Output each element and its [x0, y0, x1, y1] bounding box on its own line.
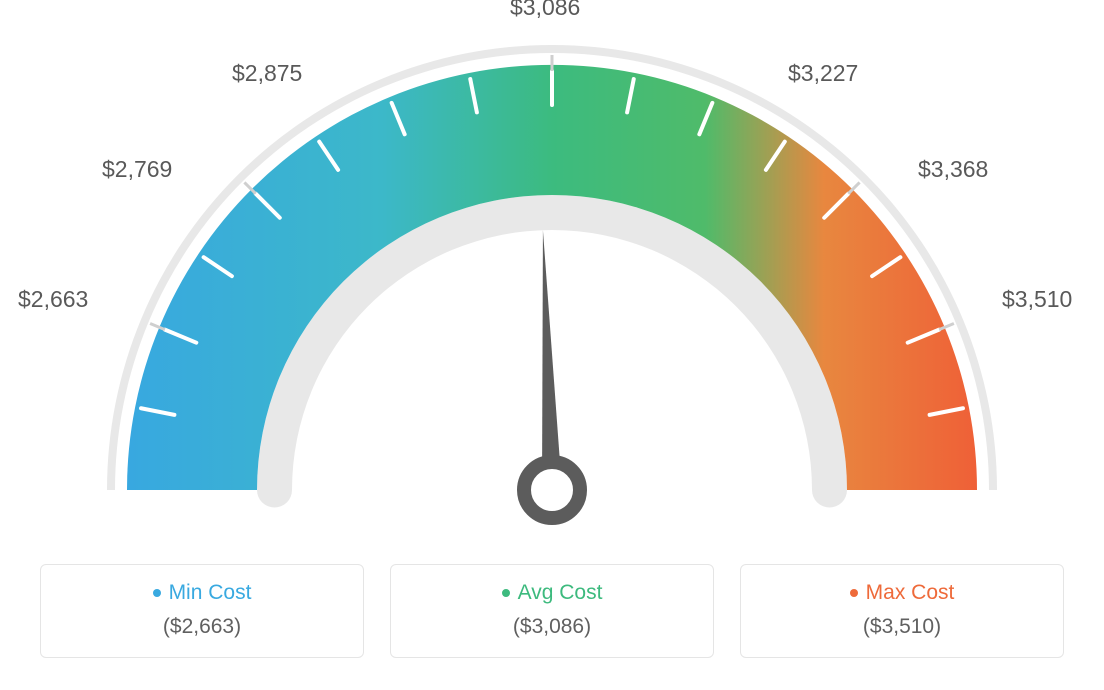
min-cost-label: Min Cost [169, 581, 252, 605]
gauge-svg [0, 0, 1104, 560]
gauge-tick-label: $3,510 [1002, 286, 1072, 313]
max-cost-value: ($3,510) [761, 615, 1043, 639]
gauge-tick-label: $2,769 [102, 156, 172, 183]
max-cost-card: Max Cost ($3,510) [740, 564, 1064, 658]
gauge-tick-label: $3,086 [510, 0, 580, 21]
min-dot [153, 589, 161, 597]
avg-dot [502, 589, 510, 597]
avg-cost-label: Avg Cost [518, 581, 603, 605]
gauge-tick-label: $2,875 [232, 60, 302, 87]
summary-cards: Min Cost ($2,663) Avg Cost ($3,086) Max … [40, 564, 1064, 658]
min-cost-card: Min Cost ($2,663) [40, 564, 364, 658]
gauge-area: $2,663 $2,769 $2,875 $3,086 $3,227 $3,368 $3,5… [0, 0, 1104, 560]
avg-cost-value: ($3,086) [411, 615, 693, 639]
gauge-tick-label: $2,663 [18, 286, 88, 313]
avg-cost-title: Avg Cost [411, 581, 693, 605]
max-dot [850, 589, 858, 597]
max-cost-label: Max Cost [866, 581, 955, 605]
max-cost-title: Max Cost [761, 581, 1043, 605]
gauge-chart-container: $2,663 $2,769 $2,875 $3,086 $3,227 $3,368 $3,5… [0, 0, 1104, 690]
gauge-tick-label: $3,227 [788, 60, 858, 87]
min-cost-value: ($2,663) [61, 615, 343, 639]
min-cost-title: Min Cost [61, 581, 343, 605]
avg-cost-card: Avg Cost ($3,086) [390, 564, 714, 658]
gauge-tick-label: $3,368 [918, 156, 988, 183]
